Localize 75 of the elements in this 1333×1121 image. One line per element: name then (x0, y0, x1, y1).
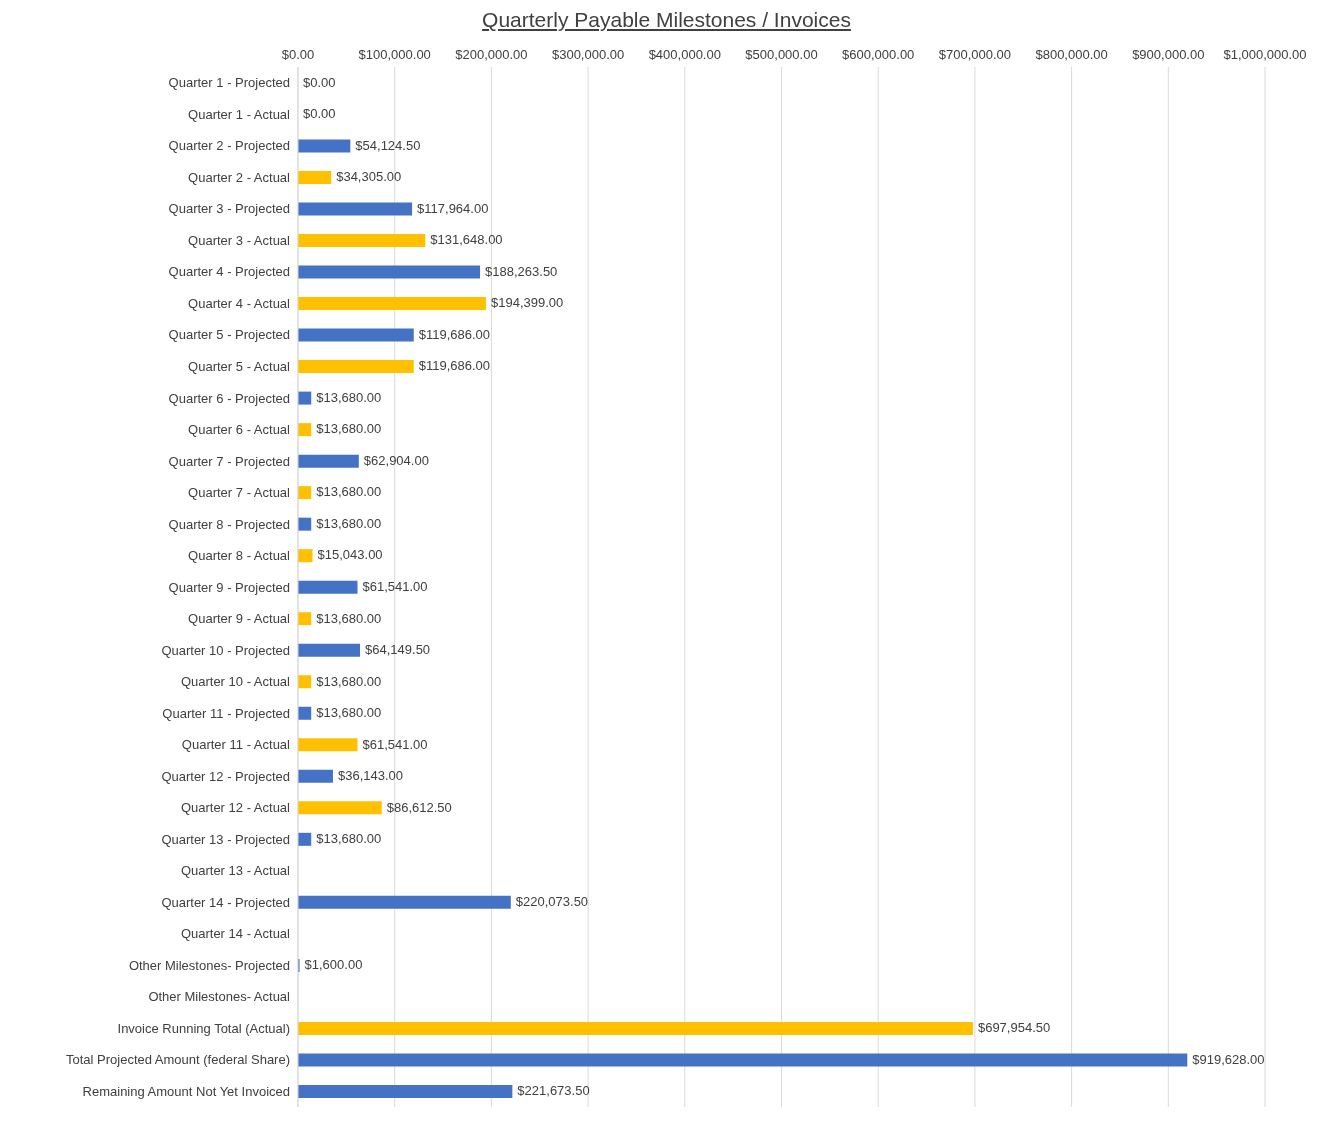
y-tick-label: Other Milestones- Actual (148, 989, 291, 1005)
y-tick-label: Quarter 12 - Projected (161, 768, 290, 784)
data-label: $0.00 (303, 106, 336, 122)
data-label: $15,043.00 (317, 547, 383, 563)
data-label: $64,149.50 (365, 642, 431, 658)
data-label: $34,305.00 (336, 169, 402, 185)
data-label: $13,680.00 (316, 705, 382, 721)
y-tick-label: Total Projected Amount (federal Share) (65, 1052, 290, 1068)
y-tick-label: Quarter 14 - Projected (161, 894, 290, 910)
y-tick-label: Quarter 10 - Actual (180, 674, 291, 690)
data-label: $697,954.50 (977, 1020, 1051, 1036)
data-label: $13,680.00 (316, 610, 382, 626)
data-label: $0.00 (303, 74, 336, 90)
y-tick-label: Quarter 2 - Actual (188, 169, 291, 185)
y-tick-label: Quarter 9 - Actual (188, 611, 291, 627)
y-tick-label: Quarter 6 - Actual (188, 422, 291, 438)
chart-title: Quarterly Payable Milestones / Invoices (481, 8, 852, 32)
x-tick-label: $200,000.00 (455, 47, 528, 62)
data-label: $13,680.00 (316, 389, 382, 405)
y-tick-label: Quarter 5 - Projected (168, 327, 290, 343)
data-label: $36,143.00 (337, 768, 404, 784)
x-tick-label: $900,000.00 (1132, 47, 1205, 62)
y-tick-label: Other Milestones- Projected (128, 957, 290, 973)
y-tick-label: Quarter 4 - Actual (188, 295, 291, 311)
data-label: $13,680.00 (316, 421, 382, 437)
x-tick-label: $500,000.00 (745, 47, 818, 62)
x-tick-label: $300,000.00 (551, 47, 625, 62)
data-label: $194,399.00 (490, 295, 564, 311)
x-tick-label: $700,000.00 (938, 47, 1012, 62)
y-tick-label: Quarter 12 - Actual (180, 800, 291, 816)
y-tick-label: Quarter 11 - Actual (181, 737, 291, 753)
x-tick-label: $400,000.00 (648, 47, 721, 62)
y-tick-label: Quarter 7 - Actual (188, 485, 291, 501)
data-label: $13,680.00 (316, 515, 382, 531)
y-tick-label: Quarter 7 - Projected (168, 453, 290, 469)
y-tick-label: Quarter 6 - Projected (168, 390, 290, 406)
x-tick-label: $1,000,000.00 (1223, 47, 1307, 62)
y-tick-label: Quarter 3 - Actual (188, 232, 291, 248)
y-tick-label: Quarter 10 - Projected (161, 642, 290, 658)
y-tick-label: Quarter 1 - Actual (188, 106, 291, 122)
data-label: $188,263.50 (485, 263, 558, 279)
y-tick-label: Quarter 13 - Projected (161, 831, 290, 847)
x-tick-label: $600,000.00 (842, 47, 915, 62)
y-tick-label: Quarter 13 - Actual (180, 863, 291, 879)
data-label: $919,628.00 (1192, 1051, 1265, 1067)
data-label: $62,904.00 (363, 452, 429, 468)
data-label: $13,680.00 (316, 673, 382, 689)
y-tick-label: Invoice Running Total (Actual) (117, 1020, 290, 1036)
data-label: $221,673.50 (517, 1083, 590, 1099)
data-label: $117,964.00 (417, 200, 489, 216)
y-tick-label: Quarter 8 - Projected (168, 516, 290, 532)
data-label: $119,686.00 (418, 326, 491, 342)
y-tick-label: Remaining Amount Not Yet Invoiced (82, 1083, 290, 1099)
y-tick-label: Quarter 8 - Actual (188, 548, 291, 564)
x-tick-label: $800,000.00 (1035, 47, 1108, 62)
x-tick-label: $100,000.00 (358, 47, 431, 62)
x-tick-label: $0.00 (281, 47, 315, 62)
data-label: $13,680.00 (316, 831, 382, 847)
y-tick-label: Quarter 5 - Actual (188, 359, 291, 375)
y-tick-label: Quarter 2 - Projected (168, 138, 290, 154)
data-label: $61,541.00 (362, 736, 428, 752)
y-tick-label: Quarter 4 - Projected (168, 264, 290, 280)
data-label: $13,680.00 (316, 484, 382, 500)
y-tick-label: Quarter 14 - Actual (180, 926, 291, 942)
data-label: $86,612.50 (386, 799, 452, 815)
data-label: $1,600.00 (304, 957, 363, 973)
data-label: $119,686.00 (418, 358, 491, 374)
y-tick-label: Quarter 1 - Projected (168, 75, 290, 91)
data-label: $131,648.00 (430, 232, 503, 248)
y-tick-label: Quarter 3 - Projected (168, 201, 290, 217)
data-label: $61,541.00 (362, 579, 428, 594)
data-label: $54,124.50 (355, 137, 421, 153)
data-label: $220,073.50 (515, 894, 589, 910)
y-tick-label: Quarter 11 - Projected (162, 705, 290, 721)
y-tick-label: Quarter 9 - Projected (168, 579, 290, 595)
